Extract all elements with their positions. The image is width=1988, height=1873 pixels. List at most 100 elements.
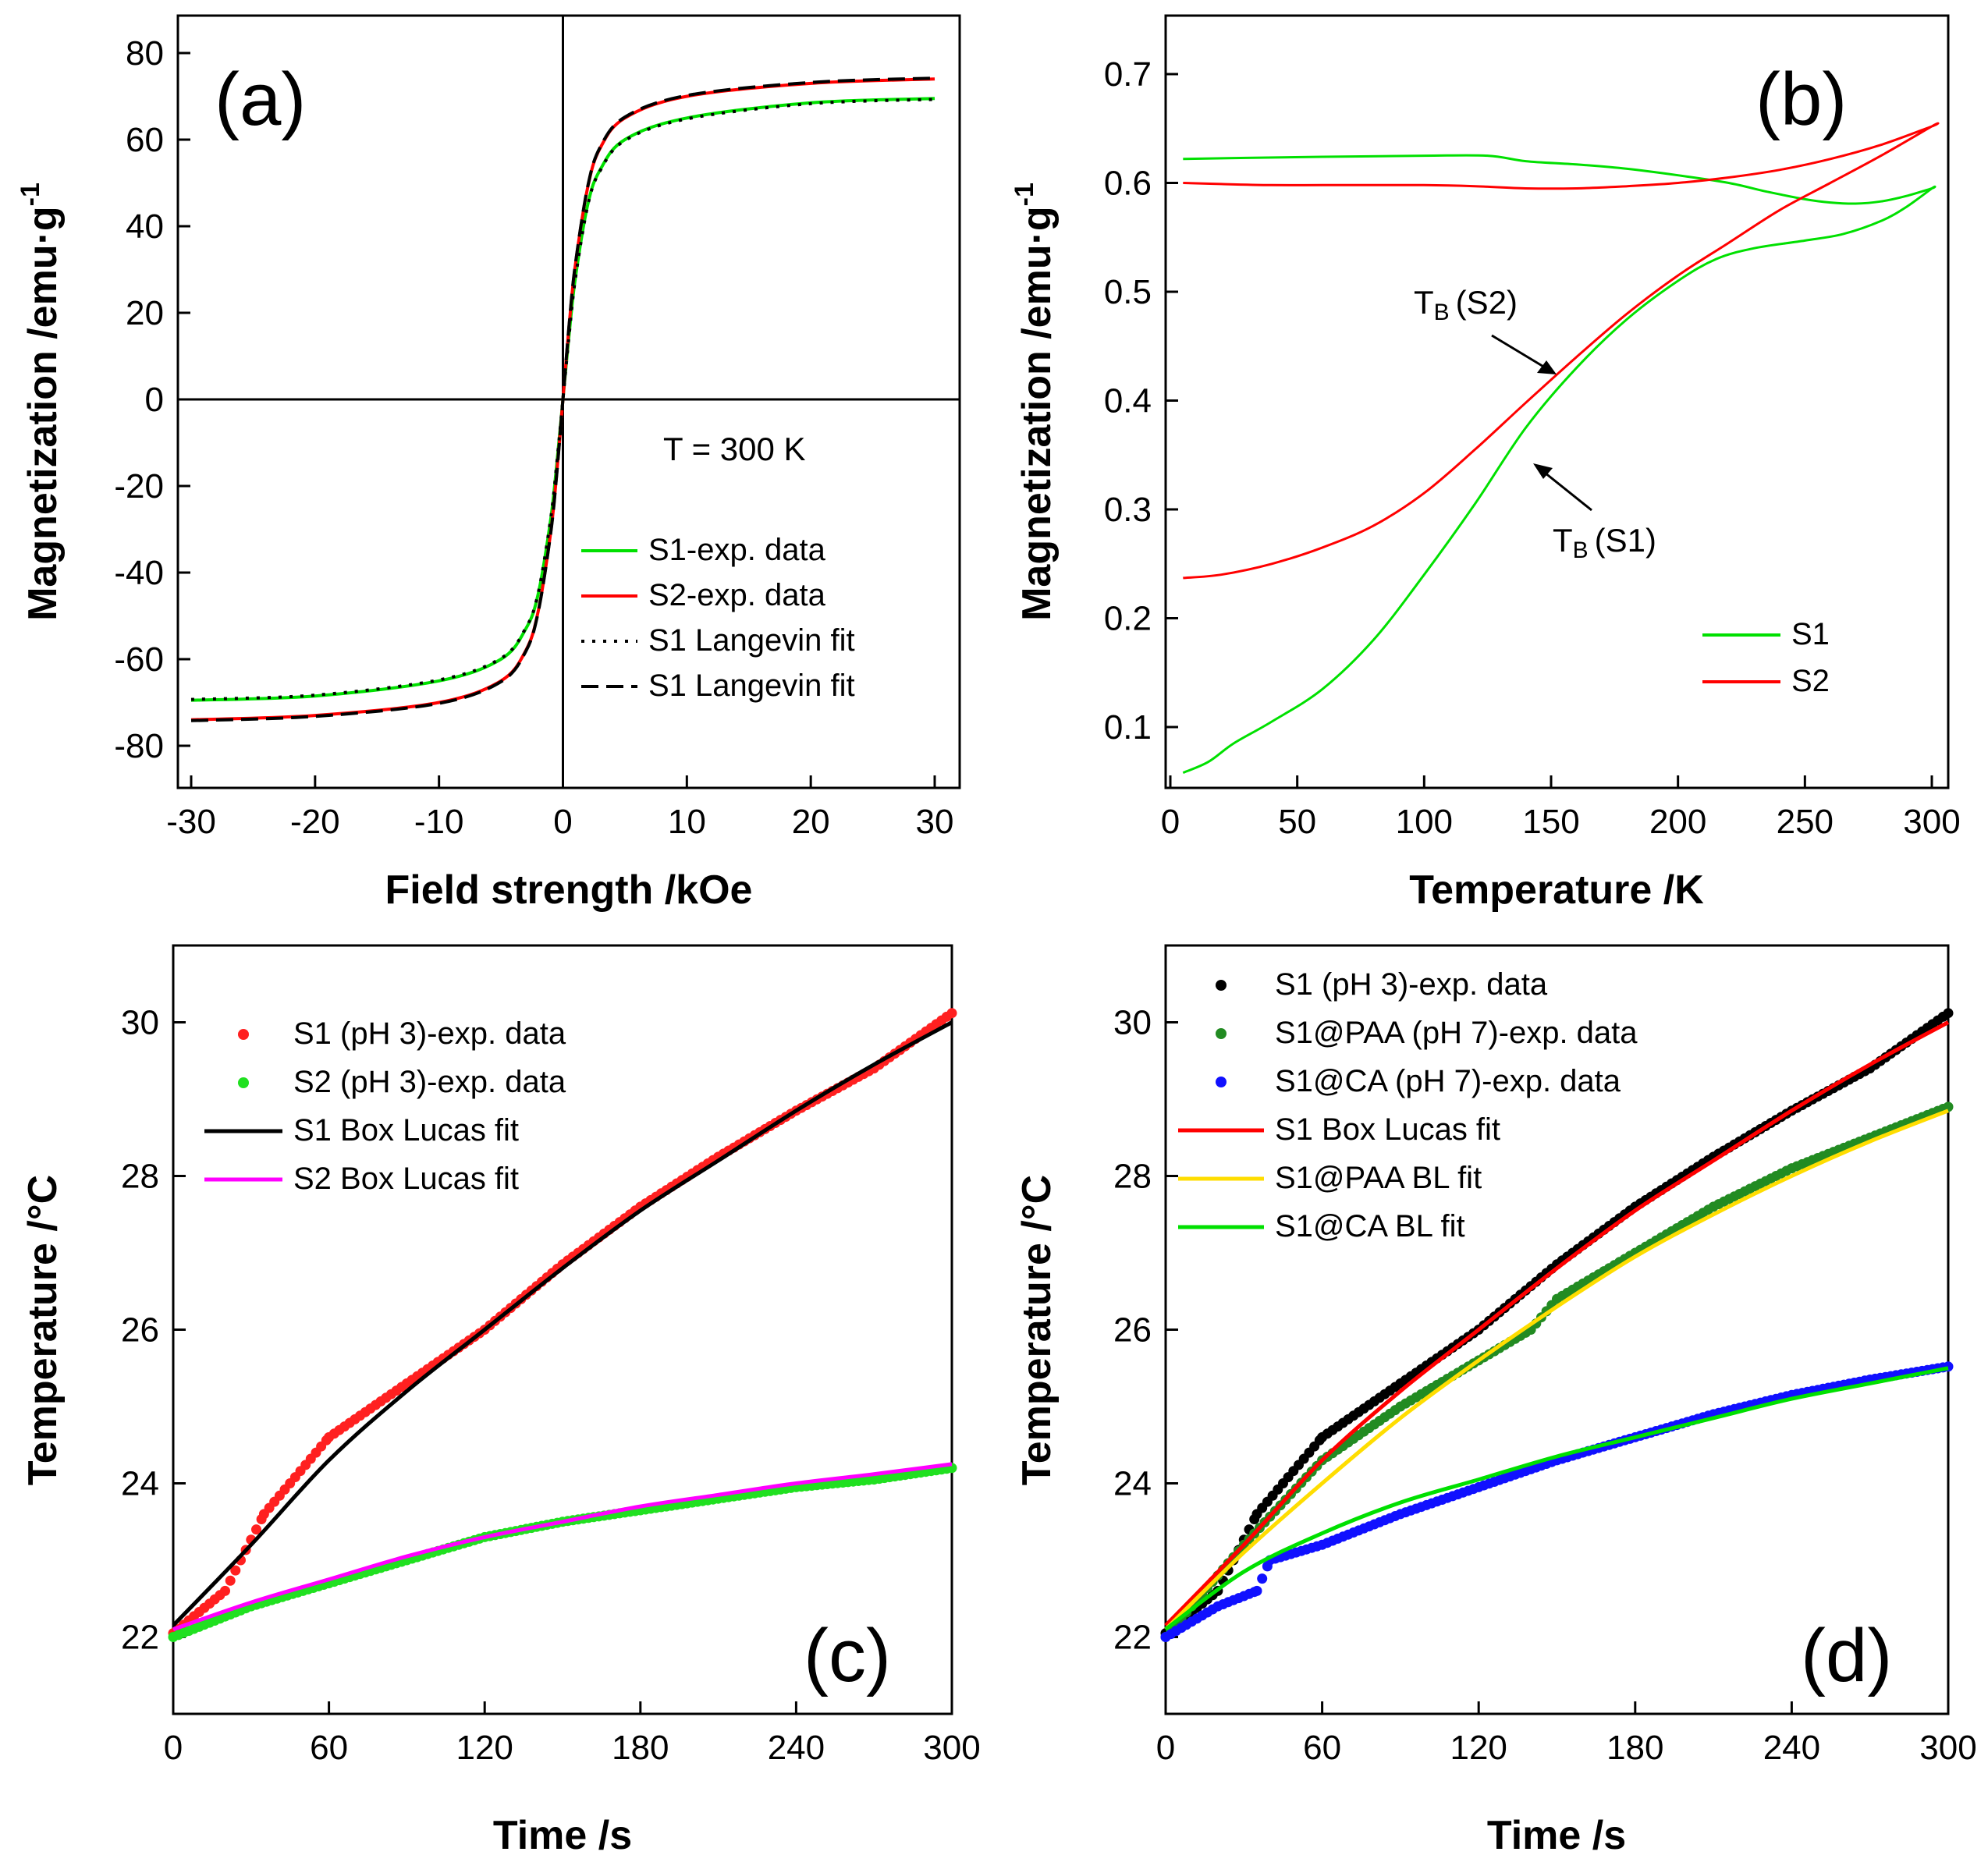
data-point [1251, 1585, 1262, 1596]
panel-a-y-title: Magnetization /emu·g-1 [16, 183, 66, 621]
series-line-s1-box-lucas-fit [1164, 1020, 1950, 1627]
panel-b-series [1182, 122, 1940, 774]
panel-d: 0 60 120 180 240 300 22 24 26 28 30 (d) Time /s Te… [1014, 944, 1977, 1858]
panel-b-tag: (b) [1755, 58, 1847, 141]
legend-label: S1@CA BL fit [1275, 1209, 1465, 1243]
legend-item: S1 (pH 3)-exp. data [1216, 967, 1548, 1002]
y-tick-label: 30 [121, 1004, 159, 1042]
series-s1-ph-3-exp-data [1160, 1008, 1954, 1639]
panel-a-x-title: Field strength /kOe [385, 867, 753, 913]
legend-label: S2 Box Lucas fit [293, 1162, 519, 1196]
x-tick-label: 240 [1763, 1729, 1820, 1767]
x-tick-label: 150 [1522, 803, 1579, 841]
legend-item: S1 Box Lucas fit [1178, 1112, 1500, 1147]
panel-b-axis-ticks: 0 50 100 150 200 250 300 0.1 0.2 0.3 0.4 0.5 0.6 0.7 [1104, 55, 1961, 841]
panel-d-frame [1164, 944, 1950, 1715]
x-tick-label: -10 [414, 803, 464, 841]
panel-d-x-title: Time /s [1487, 1813, 1626, 1858]
x-tick-label: -20 [290, 803, 340, 841]
legend-item: S1@PAA BL fit [1178, 1161, 1482, 1195]
legend-marker [1216, 1028, 1227, 1039]
panel-d-tag: (d) [1801, 1614, 1892, 1697]
x-tick-label: 60 [1303, 1729, 1341, 1767]
legend-label: S1 (pH 3)-exp. data [293, 1016, 566, 1051]
x-tick-label: 50 [1278, 803, 1316, 841]
x-tick-label: 180 [1606, 1729, 1663, 1767]
legend-item: S2 (pH 3)-exp. data [238, 1065, 566, 1099]
y-tick-label: 0.2 [1104, 600, 1152, 638]
y-tick-label: 0.6 [1104, 165, 1152, 203]
legend-marker [238, 1077, 249, 1088]
legend-label: S1 Box Lucas fit [293, 1113, 519, 1148]
x-tick-label: 300 [1919, 1729, 1976, 1767]
panel-b-y-title: Magnetization /emu·g-1 [1010, 183, 1060, 621]
panel-c-tag: (c) [804, 1614, 891, 1697]
legend-item: S2 Box Lucas fit [204, 1162, 519, 1196]
panel-a-series [190, 76, 935, 722]
panel-b-y-title-sup: -1 [1010, 183, 1039, 206]
panel-b: 0 50 100 150 200 250 3000.10.20.30.40.50.60.7 … [1010, 14, 1961, 913]
series-s1-ph-3-exp-data [168, 1008, 957, 1639]
panel-a-frame [176, 14, 961, 789]
x-tick-label: 250 [1777, 803, 1834, 841]
legend-label: S2 (pH 3)-exp. data [293, 1065, 566, 1099]
y-tick-label: 26 [121, 1311, 159, 1350]
legend-label: S1@PAA (pH 7)-exp. data [1275, 1016, 1638, 1050]
legend-marker [238, 1029, 249, 1040]
legend-item: S1 (pH 3)-exp. data [238, 1016, 566, 1051]
panel-a-y-title-sup: -1 [16, 183, 45, 206]
data-point [251, 1524, 261, 1535]
legend-label: S1@CA (pH 7)-exp. data [1275, 1064, 1621, 1098]
series-line-s1-ca-bl-fit [1164, 1366, 1949, 1631]
panel-d-series [1160, 1008, 1954, 1642]
panel-b-annotation-s2: TB (S2) [1414, 284, 1518, 325]
data-point [230, 1565, 241, 1576]
panel-c-y-title: Temperature /°C [20, 1175, 66, 1485]
x-tick-label: 120 [456, 1729, 513, 1767]
panel-a-legend: S1-exp. data S2-exp. data S1 Langevin fit S… [581, 533, 855, 703]
legend-item: S1@CA BL fit [1178, 1209, 1465, 1243]
legend-item: S2-exp. data [581, 578, 826, 612]
legend-label: S1-exp. data [648, 533, 826, 567]
series-line-s1-box-lucas-fit [172, 1020, 953, 1627]
y-tick-label: -40 [114, 554, 164, 592]
series-line-s1-paa-bl-fit [1164, 1109, 1949, 1631]
data-point [1257, 1573, 1268, 1584]
data-point [1943, 1008, 1954, 1019]
x-tick-label: 30 [916, 803, 954, 841]
legend-label: S2-exp. data [648, 578, 826, 612]
x-tick-label: 200 [1649, 803, 1706, 841]
y-tick-label: 0 [145, 381, 164, 419]
y-tick-label: 0.3 [1104, 491, 1152, 529]
x-tick-label: 240 [768, 1729, 825, 1767]
series-line-s1 [1182, 154, 1937, 774]
data-point [220, 1585, 230, 1596]
panel-b-x-title: Temperature /K [1409, 867, 1704, 913]
x-tick-label: 20 [792, 803, 830, 841]
legend-item: S1@CA (pH 7)-exp. data [1216, 1064, 1621, 1098]
y-tick-label: 30 [1113, 1004, 1152, 1042]
panel-b-annotation-s1-suffix: (S1) [1595, 522, 1656, 559]
y-tick-label: 0.4 [1104, 382, 1152, 420]
y-tick-label: 0.1 [1104, 708, 1152, 747]
x-tick-label: 0 [164, 1729, 183, 1767]
legend-item: S1 Box Lucas fit [204, 1113, 519, 1148]
x-tick-label: 100 [1396, 803, 1453, 841]
legend-item: S1 [1702, 617, 1830, 651]
legend-item: S1-exp. data [581, 533, 826, 567]
legend-item: S2 [1702, 664, 1830, 698]
panel-c-legend: S1 (pH 3)-exp. data S2 (pH 3)-exp. data S1… [204, 1016, 566, 1196]
y-tick-label: 22 [121, 1619, 159, 1657]
x-tick-label: 0 [553, 803, 572, 841]
y-tick-label: -20 [114, 467, 164, 505]
y-tick-label: 24 [121, 1465, 159, 1503]
panel-b-arrowhead-s1 [1533, 463, 1553, 479]
y-tick-label: 26 [1113, 1311, 1152, 1350]
x-tick-label: 0 [1156, 1729, 1175, 1767]
panel-a-axis-ticks: -30 -20 -10 0 10 20 30 -80 -60 -40 -20 0 20 40 60 80 [114, 34, 953, 841]
panel-c-x-title: Time /s [493, 1813, 632, 1858]
y-tick-label: 0.7 [1104, 55, 1152, 94]
x-tick-label: 10 [668, 803, 706, 841]
